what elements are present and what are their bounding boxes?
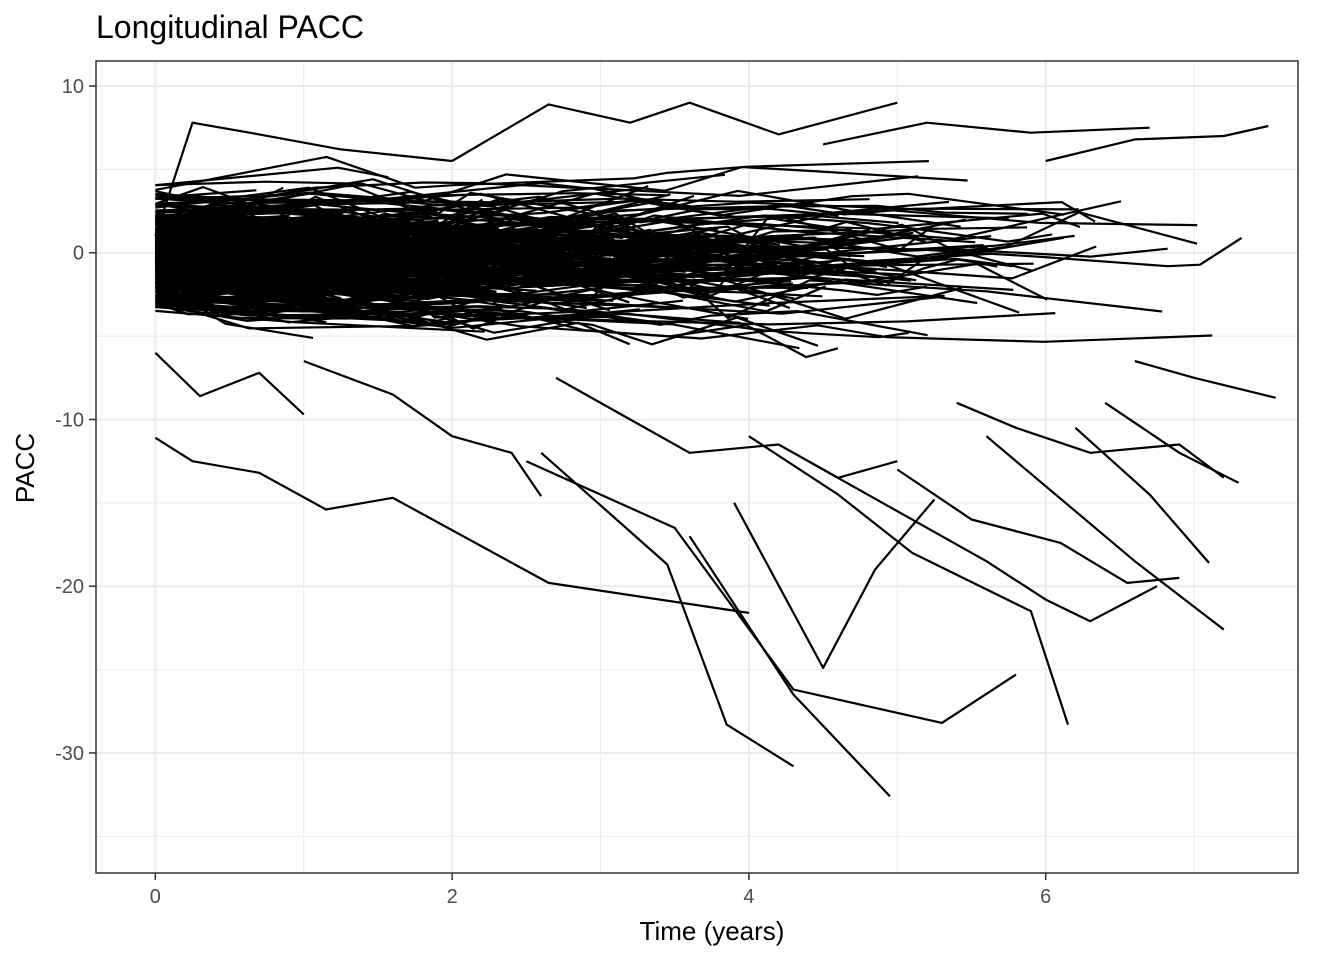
trajectory-line xyxy=(956,401,1225,479)
trajectory-line xyxy=(155,192,1065,231)
trajectory-line xyxy=(733,498,936,669)
x-tick-label: 4 xyxy=(743,886,754,908)
y-tick-label: 0 xyxy=(73,243,84,265)
trajectory-line xyxy=(155,190,667,211)
trajectory-line xyxy=(555,376,898,479)
trajectory-line xyxy=(155,192,410,206)
trajectory-line xyxy=(451,101,898,162)
trajectory-line xyxy=(154,352,305,416)
trajectory-line xyxy=(155,196,241,221)
trajectory-line xyxy=(822,121,1150,146)
y-tick-label: 10 xyxy=(62,76,84,98)
trajectory-line xyxy=(896,468,1180,584)
trajectory-line xyxy=(1045,124,1269,163)
trajectory-line xyxy=(540,451,795,768)
y-tick-label: -10 xyxy=(55,409,84,431)
trajectory-line xyxy=(155,166,389,187)
trajectory-line xyxy=(807,460,1158,623)
trajectory-line xyxy=(155,203,351,225)
trajectory-line xyxy=(155,269,751,287)
x-axis-label: Time (years) xyxy=(640,916,785,946)
trajectory-line xyxy=(155,288,749,320)
x-tick-label: 6 xyxy=(1040,886,1051,908)
trajectory-line xyxy=(303,360,543,497)
trajectory-line xyxy=(155,262,795,300)
trajectory-line xyxy=(155,304,1056,326)
trajectory-line xyxy=(155,210,531,236)
trajectory-line xyxy=(688,535,891,798)
trajectory-lines xyxy=(154,101,1276,798)
trajectory-line xyxy=(155,211,1198,265)
trajectory-line xyxy=(155,234,920,271)
trajectory-line xyxy=(155,220,373,248)
trajectory-line xyxy=(155,232,390,266)
y-tick-label: -20 xyxy=(55,576,84,598)
trajectory-line xyxy=(154,436,750,614)
trajectory-line xyxy=(155,288,741,325)
trajectory-line xyxy=(1074,426,1210,564)
x-tick-label: 0 xyxy=(150,886,161,908)
trajectory-line xyxy=(155,228,278,248)
trajectory-line xyxy=(155,281,615,334)
trajectory-line xyxy=(155,265,912,297)
trajectory-line xyxy=(155,231,914,258)
axis-ticks: 0 2 4 6 10 0 -10 -20 -30 xyxy=(55,76,1051,908)
trajectory-line xyxy=(155,281,614,302)
trajectory-line xyxy=(155,181,839,217)
y-axis-label: PACC xyxy=(10,433,40,503)
trajectory-line xyxy=(748,435,1070,725)
trajectory-line xyxy=(1134,360,1276,399)
trajectory-line xyxy=(155,280,944,315)
trajectory-line xyxy=(155,186,870,212)
trajectory-line xyxy=(155,155,929,191)
trajectory-line xyxy=(155,250,679,279)
trajectory-line xyxy=(985,435,1225,631)
plot-panel-border xyxy=(95,60,1299,874)
y-tick-label: -30 xyxy=(55,743,84,765)
trajectory-line xyxy=(155,209,474,254)
trajectory-line xyxy=(155,165,968,202)
trajectory-line xyxy=(525,460,1017,724)
trajectory-line xyxy=(154,121,453,237)
trajectory-line xyxy=(155,251,651,274)
trajectory-line xyxy=(155,302,640,329)
trajectory-line xyxy=(155,192,605,228)
chart-title: Longitudinal PACC xyxy=(96,9,364,45)
trajectory-line xyxy=(155,209,372,220)
trajectory-line xyxy=(155,235,670,252)
x-tick-label: 2 xyxy=(447,886,458,908)
trajectory-line xyxy=(155,265,798,287)
